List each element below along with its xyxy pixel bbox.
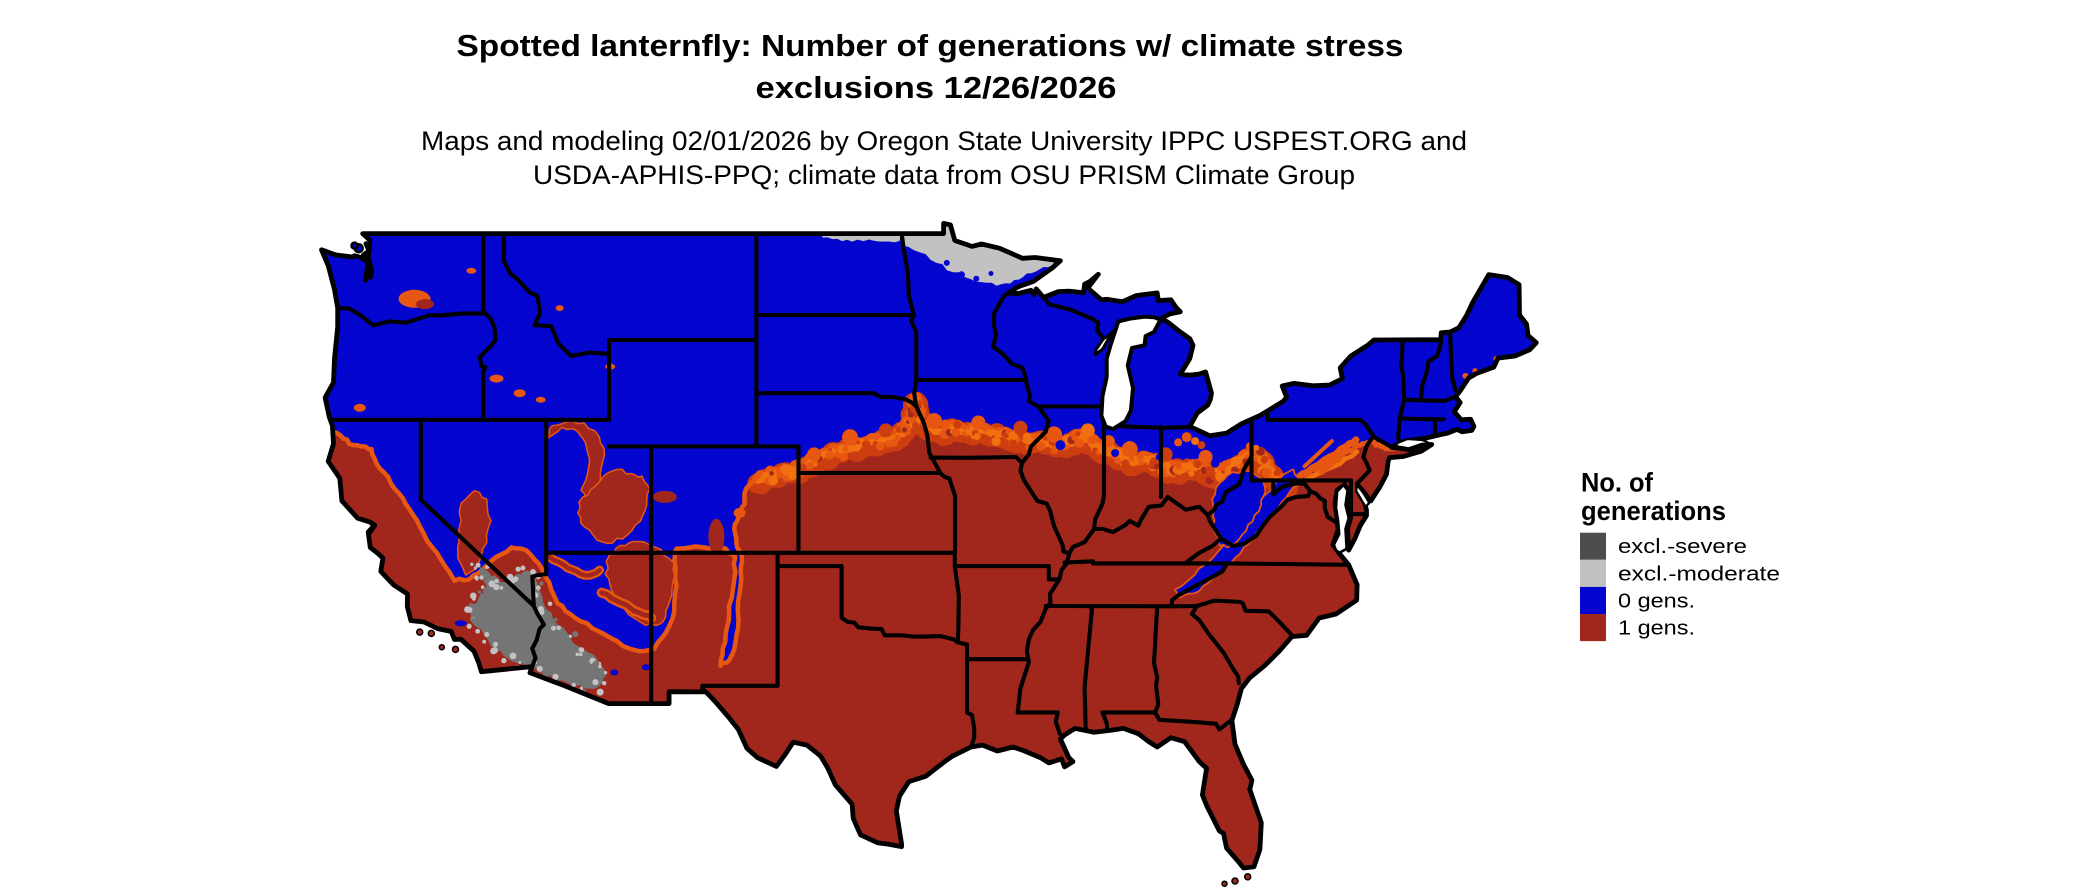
svg-text:0 gens.: 0 gens. [1618,590,1695,613]
svg-text:excl.-moderate: excl.-moderate [1618,562,1780,585]
svg-text:USDA-APHIS-PPQ; climate data f: USDA-APHIS-PPQ; climate data from OSU PR… [533,160,1355,190]
svg-text:1 gens.: 1 gens. [1618,617,1695,640]
svg-text:excl.-severe: excl.-severe [1618,535,1747,558]
svg-text:Maps and modeling 02/01/2026 b: Maps and modeling 02/01/2026 by Oregon S… [421,126,1467,156]
svg-text:generations: generations [1581,496,1726,526]
svg-text:Spotted lanternfly: Number of: Spotted lanternfly: Number of generation… [457,29,1404,63]
svg-text:No. of: No. of [1581,468,1653,498]
svg-text:exclusions 12/26/2026: exclusions 12/26/2026 [756,71,1117,105]
